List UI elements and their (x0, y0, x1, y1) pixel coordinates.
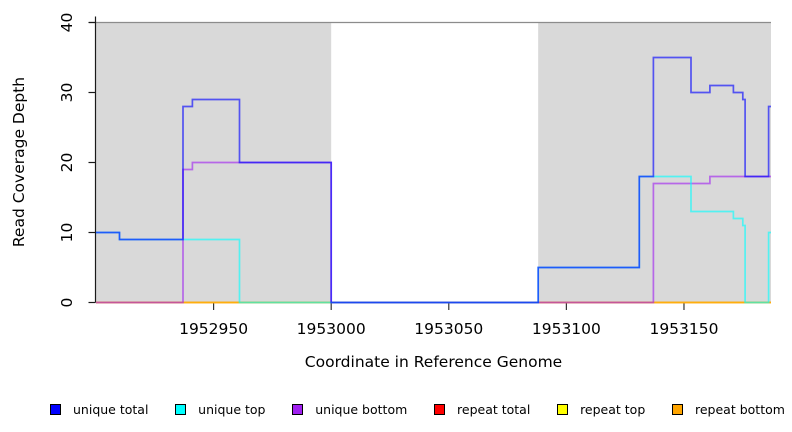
x-axis-title: Coordinate in Reference Genome (304, 353, 563, 371)
series-unique-top (96, 175, 771, 304)
legend-swatch-icon (672, 403, 683, 415)
legend-swatch-icon (557, 403, 569, 415)
x-tick-label: 1953050 (414, 320, 483, 338)
x-tick-label: 1953000 (297, 320, 366, 338)
legend-label: unique bottom (315, 401, 408, 417)
series-unique-total (96, 56, 771, 304)
legend-label: repeat bottom (695, 401, 785, 417)
legend-label: unique total (73, 401, 149, 417)
x-tick-label: 1953150 (649, 320, 718, 338)
legend-label: unique top (198, 401, 266, 417)
plot-area: 0 10 20 30 40 1952950 1953000 1953050 1953100 195… (58, 13, 771, 338)
legend-item-repeat-top: repeat top (557, 402, 645, 417)
legend-swatch-icon (50, 403, 61, 415)
covered-region-right (538, 22, 771, 303)
legend-item-unique-bottom: unique bottom (292, 402, 407, 417)
x-tick-label: 1953100 (532, 320, 601, 338)
y-axis-title: Read Coverage Depth (10, 76, 28, 248)
legend-swatch-icon (292, 403, 304, 415)
legend-item-unique-top: unique top (175, 402, 265, 417)
legend-swatch-icon (175, 403, 187, 415)
legend-item-unique-total: unique total (50, 402, 148, 417)
y-tick-label: 40 (58, 13, 76, 33)
legend: unique total unique top unique bottom repea… (50, 398, 785, 420)
x-tick-label: 1952950 (179, 320, 248, 338)
legend-item-repeat-bottom: repeat bottom (672, 402, 785, 417)
y-tick-label: 20 (58, 153, 76, 173)
legend-label: repeat top (580, 401, 646, 417)
y-tick-label: 10 (58, 223, 76, 243)
legend-item-repeat-total: repeat total (434, 402, 530, 417)
y-tick-label: 0 (58, 298, 76, 308)
legend-label: repeat total (457, 401, 531, 417)
y-tick-label: 30 (58, 83, 76, 103)
legend-swatch-icon (434, 403, 446, 415)
